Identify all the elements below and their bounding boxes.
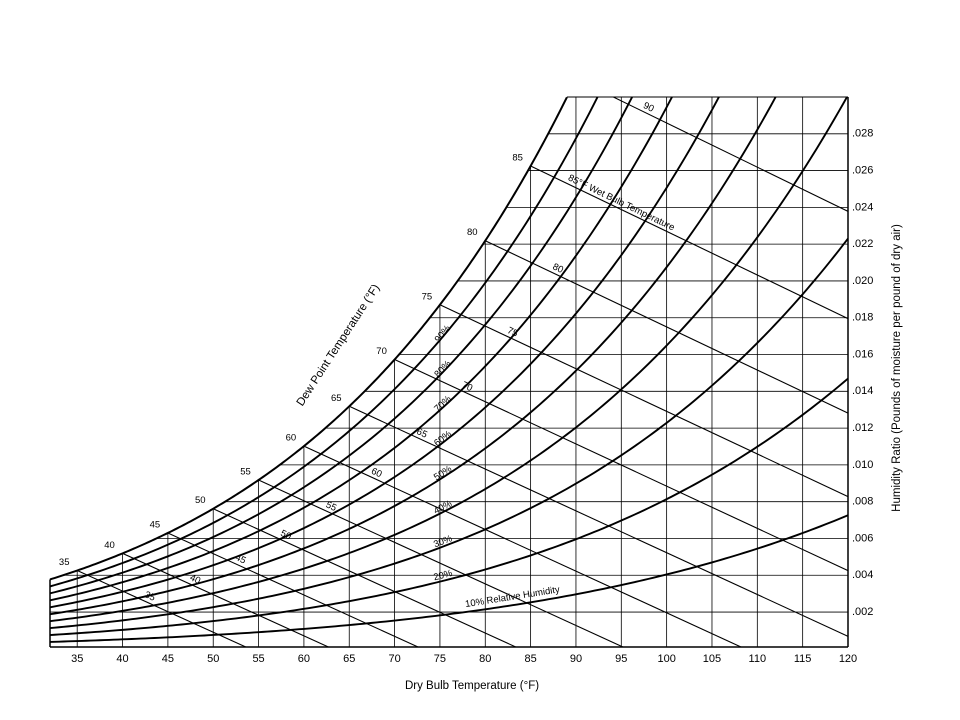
y-tick-label: .022 (852, 238, 873, 250)
dew-point-label: 35 (59, 557, 70, 568)
dew-point-label: 70 (376, 346, 387, 357)
wet-bulb-line-70 (394, 359, 848, 572)
x-tick-label: 60 (298, 653, 310, 665)
wet-bulb-line-45 (167, 532, 419, 647)
y-tick-label: .028 (852, 128, 873, 140)
dew-point-axis-title: Dew Point Temperature (°F) (295, 282, 383, 408)
rh-curve-40 (50, 97, 848, 623)
wet-bulb-line-60 (303, 445, 742, 647)
wet-bulb-label: 65 (415, 426, 429, 440)
wet-bulb-label: 80 (551, 261, 565, 275)
dew-point-label: 85 (512, 152, 523, 163)
x-tick-label: 110 (749, 653, 767, 665)
wet-bulb-label: 35 (143, 589, 157, 603)
x-tick-label: 115 (794, 653, 812, 665)
rh-label: 60% (432, 428, 454, 449)
rh-label: 50% (432, 463, 454, 483)
rh-curve-80 (50, 97, 848, 595)
plot-frame (49, 96, 849, 648)
rh-curve-20 (50, 377, 848, 636)
y-tick-label: .026 (852, 164, 873, 176)
wet-bulb-line-40 (122, 552, 329, 647)
wet-bulb-label: 55 (324, 500, 338, 514)
dew-point-label: 40 (104, 540, 115, 551)
tick-labels: 35 40 45 50 55 60 65 70 75 80 85 90 95 100 105 110 115 12… (71, 128, 873, 665)
x-tick-label: 90 (570, 653, 582, 665)
rh-curve-50 (50, 97, 848, 616)
rh-curve-70 (50, 97, 848, 602)
y-tick-label: .002 (852, 606, 873, 618)
wet-bulb-line-55 (258, 479, 624, 647)
wet-bulb-line-65 (349, 405, 848, 637)
wet-bulb-line-80 (485, 240, 848, 414)
dew-point-label: 45 (150, 519, 161, 530)
rh-label: 20% (432, 568, 454, 583)
x-tick-label: 45 (162, 653, 174, 665)
wet-bulb-label: 75 (505, 325, 519, 339)
x-tick-label: 70 (388, 653, 400, 665)
rh-curve-60 (50, 97, 848, 609)
x-tick-label: 100 (657, 653, 675, 665)
dew-point-label: 55 (240, 467, 251, 478)
y-tick-label: .008 (852, 496, 873, 508)
y-tick-label: .020 (852, 275, 873, 287)
y-tick-label: .016 (852, 348, 873, 360)
rh-curve-90 (50, 97, 848, 588)
y-tick-label: .010 (852, 459, 873, 471)
x-axis-title: Dry Bulb Temperature (°F) (405, 680, 539, 692)
x-tick-label: 50 (207, 653, 219, 665)
y-tick-label: .024 (852, 201, 873, 213)
wet-bulb-line-90 (575, 97, 848, 212)
wet-bulb-line-35 (76, 570, 247, 647)
saturation-curve (49, 96, 568, 581)
x-tick-label: 40 (116, 653, 128, 665)
x-tick-label: 105 (703, 653, 721, 665)
curve-labels: 35 40 45 50 55 60 65 70 75 80 85 35 40 45 50 55 60 65 70 75… (59, 100, 676, 610)
wet-bulb-label: 90 (641, 100, 655, 115)
rh-label: 70% (432, 393, 454, 414)
wet-bulb-label: 45 (233, 552, 247, 566)
x-tick-label: 120 (839, 653, 857, 665)
y-tick-label: .014 (852, 385, 873, 397)
dew-point-label: 65 (331, 393, 342, 404)
x-tick-label: 65 (343, 653, 355, 665)
wet-bulb-label: 70 (460, 380, 474, 394)
x-tick-label: 80 (479, 653, 491, 665)
rh-curve-30 (50, 238, 848, 630)
wet-bulb-label: 50 (279, 528, 293, 542)
wet-bulb-label: 40 (188, 572, 202, 586)
y-tick-label: .018 (852, 312, 873, 324)
x-tick-label: 95 (615, 653, 627, 665)
y-tick-label: .012 (852, 422, 873, 434)
rh-curve-10 (50, 514, 848, 643)
x-tick-label: 55 (252, 653, 264, 665)
rh-label: 30% (432, 533, 454, 550)
dew-point-label: 60 (286, 433, 297, 444)
y-axis-title: Humidity Ratio (Pounds of moisture per p… (891, 224, 903, 512)
dew-point-label: 50 (195, 495, 206, 506)
x-tick-label: 35 (71, 653, 83, 665)
x-tick-label: 85 (524, 653, 536, 665)
x-tick-label: 75 (434, 653, 446, 665)
chart-curves (50, 97, 848, 647)
wet-bulb-line-50 (212, 508, 516, 647)
rh-label: 80% (432, 358, 453, 380)
wet-bulb-label: 60 (369, 466, 383, 480)
y-tick-label: .004 (852, 569, 873, 581)
y-tick-label: .006 (852, 532, 873, 544)
wet-bulb-line-85 (530, 165, 848, 320)
rh-10-label: 10% Relative Humidity (464, 584, 560, 610)
dew-point-label: 80 (467, 227, 478, 238)
wet-bulb-line-75 (439, 304, 848, 498)
dew-point-label: 75 (422, 291, 433, 302)
